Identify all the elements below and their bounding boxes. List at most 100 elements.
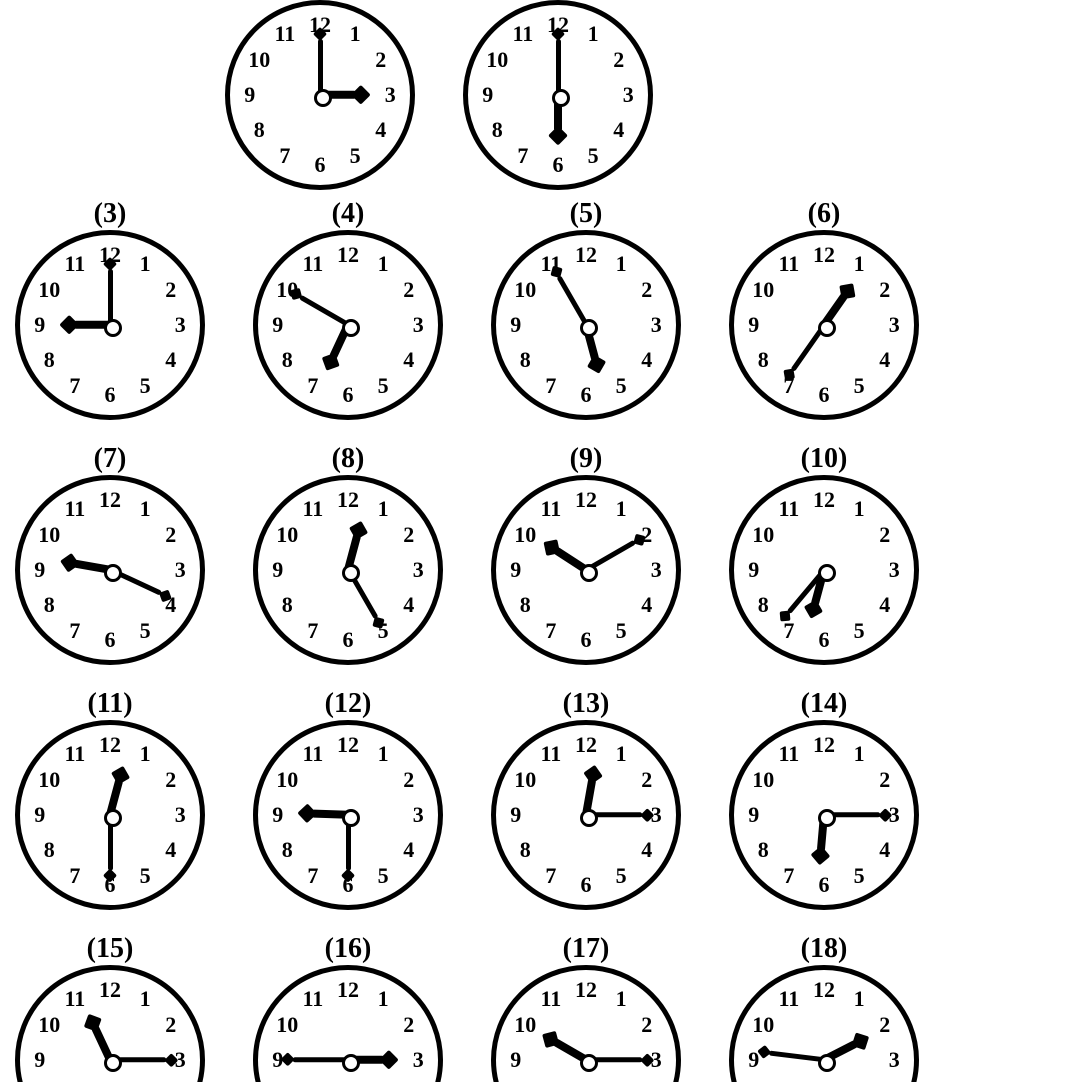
- numeral-5: 5: [131, 617, 159, 645]
- numeral-11: 11: [61, 250, 89, 278]
- numeral-10: 10: [511, 766, 539, 794]
- numeral-2: 2: [605, 46, 633, 74]
- numeral-12: 12: [572, 976, 600, 1004]
- numeral-8: 8: [273, 836, 301, 864]
- numeral-4: 4: [633, 836, 661, 864]
- numeral-5: 5: [845, 372, 873, 400]
- numeral-11: 11: [299, 250, 327, 278]
- minute-hand: [108, 269, 113, 325]
- numeral-6: 6: [572, 626, 600, 654]
- numeral-4: 4: [157, 836, 185, 864]
- numeral-9: 9: [26, 1046, 54, 1074]
- numeral-4: 4: [871, 346, 899, 374]
- numeral-12: 12: [572, 731, 600, 759]
- numeral-3: 3: [880, 311, 908, 339]
- numeral-3: 3: [642, 556, 670, 584]
- pivot: [580, 1054, 598, 1072]
- numeral-7: 7: [509, 142, 537, 170]
- clock-c9: (9)121234567891011: [491, 445, 681, 665]
- minute-hand: [768, 1051, 824, 1063]
- numeral-6: 6: [96, 626, 124, 654]
- numeral-1: 1: [607, 250, 635, 278]
- numeral-2: 2: [395, 1011, 423, 1039]
- numeral-3: 3: [404, 801, 432, 829]
- numeral-5: 5: [845, 617, 873, 645]
- numeral-7: 7: [61, 372, 89, 400]
- numeral-8: 8: [35, 836, 63, 864]
- numeral-6: 6: [572, 381, 600, 409]
- clock-label: (4): [253, 200, 443, 228]
- numeral-7: 7: [775, 617, 803, 645]
- clock-label: (10): [729, 445, 919, 473]
- numeral-2: 2: [871, 521, 899, 549]
- numeral-4: 4: [633, 346, 661, 374]
- numeral-12: 12: [96, 486, 124, 514]
- numeral-4: 4: [633, 591, 661, 619]
- numeral-12: 12: [572, 241, 600, 269]
- numeral-2: 2: [395, 521, 423, 549]
- numeral-1: 1: [131, 495, 159, 523]
- numeral-11: 11: [537, 495, 565, 523]
- numeral-5: 5: [369, 862, 397, 890]
- clock-face: 121234567891011: [491, 475, 681, 665]
- numeral-1: 1: [607, 495, 635, 523]
- numeral-10: 10: [483, 46, 511, 74]
- minute-hand: [318, 39, 323, 95]
- numeral-1: 1: [845, 740, 873, 768]
- numeral-1: 1: [845, 495, 873, 523]
- numeral-12: 12: [334, 731, 362, 759]
- numeral-1: 1: [131, 250, 159, 278]
- pivot: [104, 564, 122, 582]
- numeral-9: 9: [740, 311, 768, 339]
- numeral-2: 2: [157, 276, 185, 304]
- numeral-4: 4: [605, 116, 633, 144]
- numeral-4: 4: [871, 836, 899, 864]
- minute-hand: [298, 295, 349, 327]
- numeral-7: 7: [271, 142, 299, 170]
- pivot: [104, 809, 122, 827]
- numeral-12: 12: [334, 976, 362, 1004]
- clock-c11: (11)121234567891011: [15, 690, 205, 910]
- minute-hand: [292, 1058, 348, 1063]
- clock-face: 121234567891011: [253, 475, 443, 665]
- clock-label: (12): [253, 690, 443, 718]
- clock-c3: (3)121234567891011: [15, 200, 205, 420]
- numeral-7: 7: [61, 862, 89, 890]
- numeral-7: 7: [299, 372, 327, 400]
- numeral-4: 4: [395, 591, 423, 619]
- clock-label: (16): [253, 935, 443, 963]
- clock-c14: (14)121234567891011: [729, 690, 919, 910]
- numeral-10: 10: [749, 276, 777, 304]
- numeral-12: 12: [572, 486, 600, 514]
- clock-c6: (6)121234567891011: [729, 200, 919, 420]
- numeral-3: 3: [166, 556, 194, 584]
- numeral-6: 6: [306, 151, 334, 179]
- numeral-5: 5: [845, 862, 873, 890]
- numeral-2: 2: [633, 766, 661, 794]
- clock-label: (8): [253, 445, 443, 473]
- numeral-11: 11: [271, 20, 299, 48]
- numeral-6: 6: [810, 871, 838, 899]
- numeral-5: 5: [131, 862, 159, 890]
- clock-face: 121234567891011: [253, 720, 443, 910]
- numeral-3: 3: [614, 81, 642, 109]
- clock-label: (9): [491, 445, 681, 473]
- numeral-4: 4: [871, 591, 899, 619]
- pivot: [104, 1054, 122, 1072]
- numeral-7: 7: [775, 862, 803, 890]
- clock-face: 121234567891011: [253, 230, 443, 420]
- clock-label: (5): [491, 200, 681, 228]
- numeral-2: 2: [157, 521, 185, 549]
- pivot: [580, 319, 598, 337]
- numeral-12: 12: [96, 731, 124, 759]
- numeral-1: 1: [369, 250, 397, 278]
- clock-c12: (12)121234567891011: [253, 690, 443, 910]
- numeral-10: 10: [511, 1011, 539, 1039]
- numeral-1: 1: [845, 250, 873, 278]
- clock-c13: (13)121234567891011: [491, 690, 681, 910]
- numeral-9: 9: [26, 556, 54, 584]
- numeral-8: 8: [273, 346, 301, 374]
- clock-c17: (17)121234567891011: [491, 935, 681, 1082]
- numeral-2: 2: [367, 46, 395, 74]
- numeral-1: 1: [369, 740, 397, 768]
